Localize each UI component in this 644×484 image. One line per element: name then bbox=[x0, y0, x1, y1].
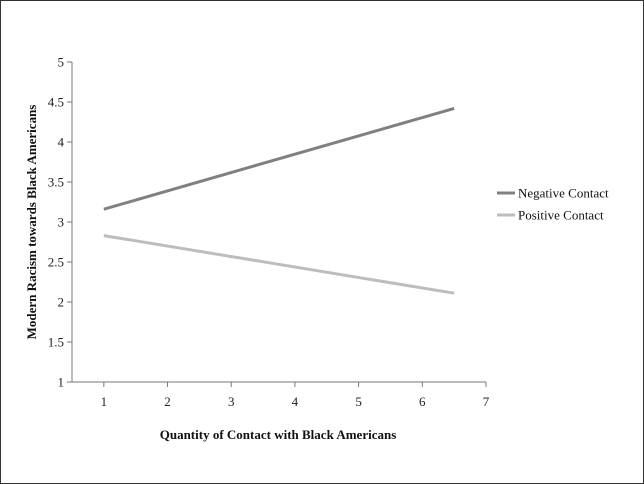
x-tick-label: 6 bbox=[419, 394, 426, 409]
y-axis-title: Modern Racism towards Black Americans bbox=[24, 105, 39, 340]
axes: 1 1.5 2 2.5 3 3.5 4 4.5 5 1 2 3 4 5 6 7 bbox=[48, 55, 490, 410]
series-line-1 bbox=[103, 106, 455, 211]
y-tick-label: 2 bbox=[58, 295, 65, 310]
legend-label-1: Negative Contact bbox=[518, 186, 609, 201]
legend: Negative Contact Positive Contact bbox=[497, 186, 609, 223]
x-tick-label: 5 bbox=[355, 394, 362, 409]
y-tick-label: 3 bbox=[58, 215, 65, 230]
x-axis-title: Quantity of Contact with Black Americans bbox=[160, 427, 397, 442]
x-tick-label: 4 bbox=[292, 394, 299, 409]
x-tick-label: 2 bbox=[164, 394, 171, 409]
x-tick-label: 3 bbox=[228, 394, 235, 409]
series-layer bbox=[103, 106, 455, 295]
y-tick-label: 1.5 bbox=[48, 335, 64, 350]
y-tick-label: 4.5 bbox=[48, 95, 64, 110]
y-tick-label: 1 bbox=[58, 375, 65, 390]
y-tick-label: 4 bbox=[58, 135, 65, 150]
y-tick-label: 2.5 bbox=[48, 255, 64, 270]
series-line-2 bbox=[103, 234, 455, 295]
x-tick-label: 1 bbox=[101, 394, 108, 409]
x-tick-label: 7 bbox=[483, 394, 490, 409]
y-tick-label: 5 bbox=[58, 55, 65, 70]
y-tick-label: 3.5 bbox=[48, 175, 64, 190]
legend-label-2: Positive Contact bbox=[518, 208, 604, 223]
